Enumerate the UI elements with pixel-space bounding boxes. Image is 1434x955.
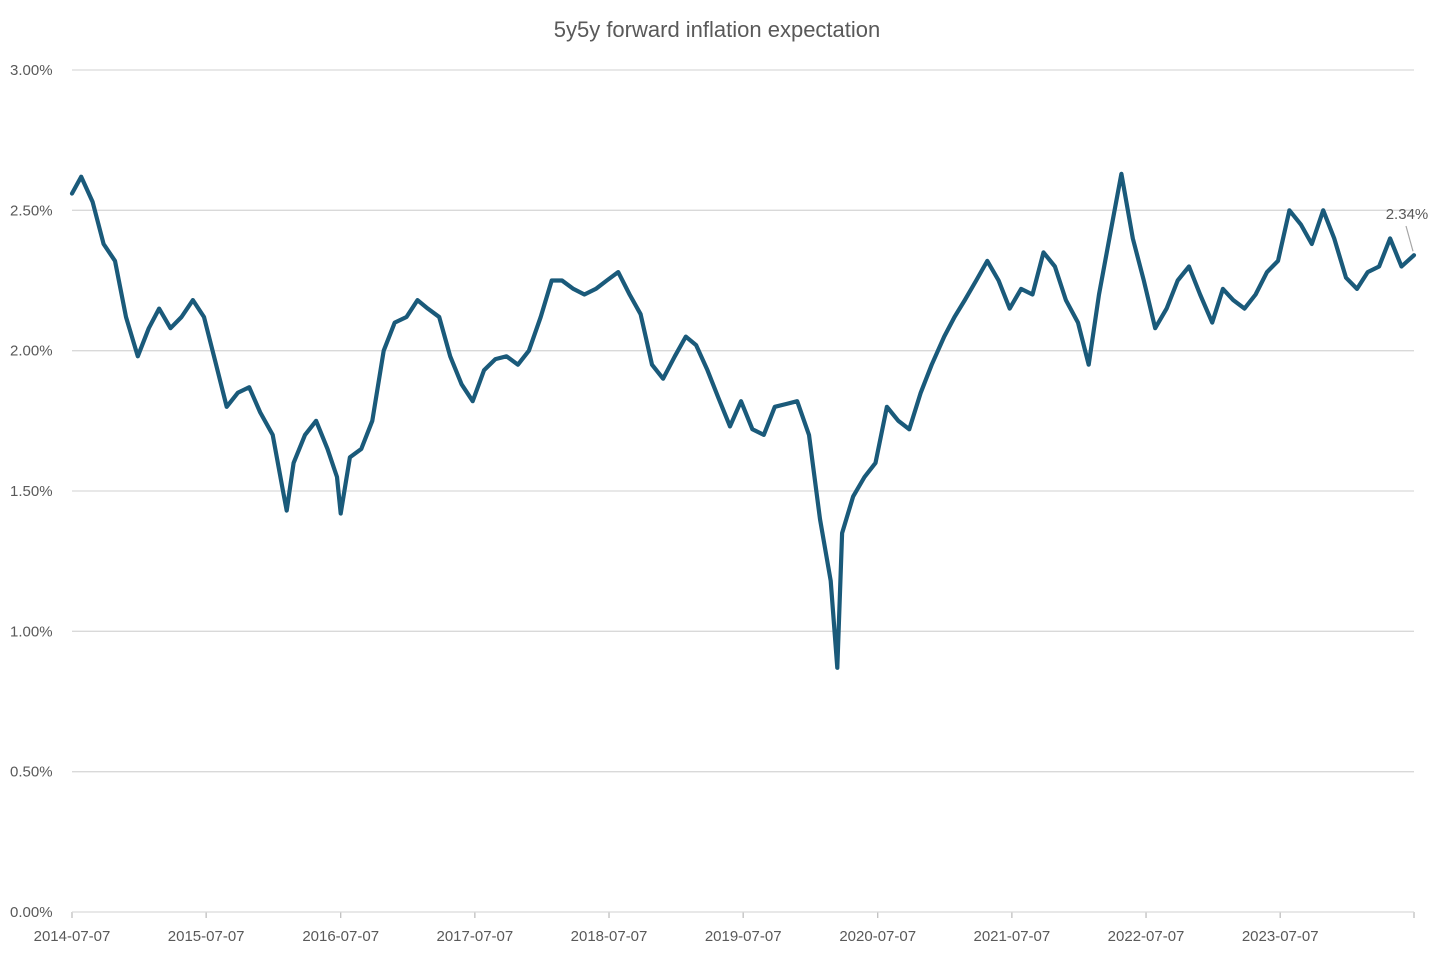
y-tick-label: 1.00% [10,623,53,640]
x-tick-label: 2017-07-07 [436,928,513,945]
last-value-leader [1405,225,1414,252]
x-tick-label: 2014-07-07 [34,928,111,945]
y-tick-label: 2.00% [10,343,53,360]
x-axis-ticks: 2014-07-07 2015-07-07 2016-07-07 2017-07-07… [34,912,1415,945]
y-tick-label: 1.50% [10,483,53,500]
gridlines [72,69,1414,773]
y-tick-label: 3.00% [10,62,53,79]
x-tick-label: 2022-07-07 [1108,928,1185,945]
y-tick-label: 2.50% [10,202,53,219]
series-line [69,171,1417,670]
x-tick-label: 2015-07-07 [168,928,245,945]
y-tick-label: 0.00% [10,904,53,921]
x-tick-label: 2019-07-07 [705,928,782,945]
x-tick-label: 2018-07-07 [571,928,648,945]
x-tick-label: 2020-07-07 [839,928,916,945]
x-tick-label: 2023-07-07 [1242,928,1319,945]
y-axis-ticks: 0.00% 0.50% 1.00% 1.50% 2.00% 2.50% 3.00% [10,62,53,921]
x-tick-label: 2021-07-07 [974,928,1051,945]
chart-title: 5y5y forward inflation expectation [554,17,881,42]
x-tick-label: 2016-07-07 [302,928,379,945]
last-value-label: 2.34% [1386,206,1429,223]
y-tick-label: 0.50% [10,764,53,781]
